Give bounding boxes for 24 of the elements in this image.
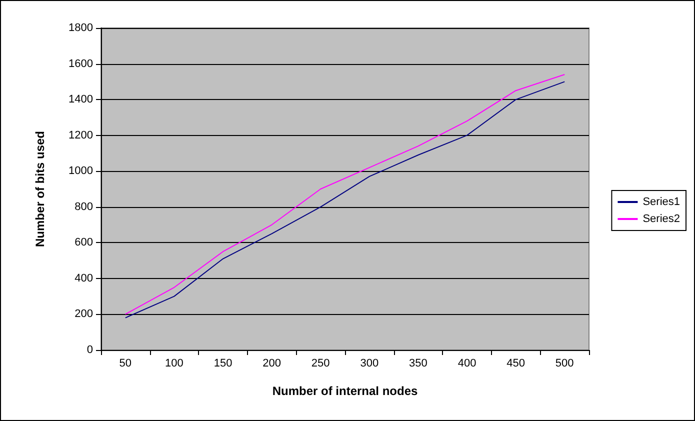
x-tick-label: 100 [165,358,184,370]
y-tick-label: 400 [74,272,93,284]
x-tick-label: 450 [506,358,525,370]
x-tick-label: 300 [360,358,379,370]
x-tick-label: 50 [119,358,132,370]
y-tick-label: 1800 [68,22,93,34]
y-tick-label: 1200 [68,129,93,142]
y-axis-title: Number of bits used [33,130,47,248]
legend-label: Series2 [642,213,680,225]
legend-label: Series1 [642,196,680,208]
x-tick-label: 400 [458,358,476,370]
x-tick-label: 150 [214,358,232,370]
y-tick-label: 1000 [68,165,93,178]
y-tick-label: 800 [74,200,93,213]
y-tick-label: 1600 [68,58,93,70]
x-tick-label: 200 [262,358,281,370]
x-axis-title: Number of internal nodes [272,384,418,398]
y-tick-label: 1400 [68,94,93,106]
y-tick-label: 600 [74,236,93,249]
x-tick-label: 500 [555,358,574,370]
x-tick-label: 250 [311,358,330,370]
y-tick-label: 200 [74,308,93,320]
x-tick-label: 350 [409,358,428,370]
y-tick-label: 0 [86,344,93,356]
